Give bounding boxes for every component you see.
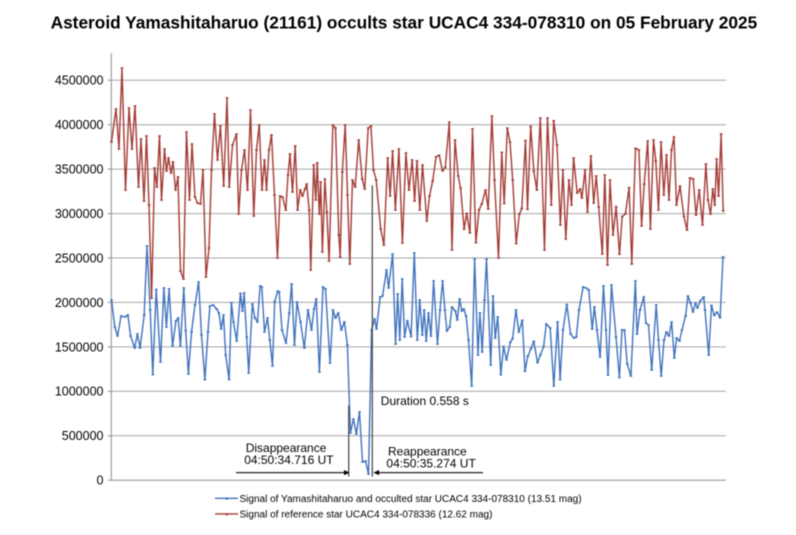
svg-text:Asteroid Yamashitaharuo (21161: Asteroid Yamashitaharuo (21161) occults … <box>51 12 758 32</box>
svg-text:2000000: 2000000 <box>55 296 104 310</box>
svg-text:04:50:34.716 UT: 04:50:34.716 UT <box>244 453 334 467</box>
svg-text:3500000: 3500000 <box>55 163 104 177</box>
svg-text:1000000: 1000000 <box>55 385 104 399</box>
svg-text:500000: 500000 <box>62 429 104 443</box>
svg-text:2500000: 2500000 <box>55 251 104 265</box>
svg-text:Signal of reference star UCAC4: Signal of reference star UCAC4 334-07833… <box>240 510 493 521</box>
svg-text:1500000: 1500000 <box>55 340 104 354</box>
svg-text:04:50:35.274 UT: 04:50:35.274 UT <box>386 457 476 471</box>
svg-text:Disappearance: Disappearance <box>246 441 327 455</box>
svg-text:4500000: 4500000 <box>55 74 104 88</box>
svg-text:Reappearance: Reappearance <box>388 445 467 459</box>
svg-text:4000000: 4000000 <box>55 118 104 132</box>
svg-text:Signal of Yamashitaharuo and o: Signal of Yamashitaharuo and occulted st… <box>240 494 582 505</box>
svg-text:3000000: 3000000 <box>55 207 104 221</box>
svg-text:0: 0 <box>97 474 104 488</box>
svg-text:Duration 0.558 s: Duration 0.558 s <box>381 394 469 408</box>
